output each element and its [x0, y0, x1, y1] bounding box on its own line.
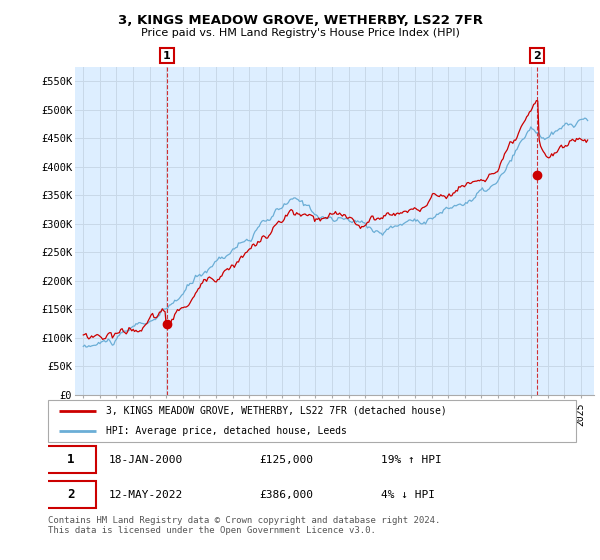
Text: 19% ↑ HPI: 19% ↑ HPI [380, 455, 442, 465]
Text: 3, KINGS MEADOW GROVE, WETHERBY, LS22 7FR (detached house): 3, KINGS MEADOW GROVE, WETHERBY, LS22 7F… [106, 406, 447, 416]
Text: 3, KINGS MEADOW GROVE, WETHERBY, LS22 7FR: 3, KINGS MEADOW GROVE, WETHERBY, LS22 7F… [118, 14, 482, 27]
Text: 12-MAY-2022: 12-MAY-2022 [109, 490, 183, 500]
Text: £386,000: £386,000 [259, 490, 313, 500]
Text: 1: 1 [67, 453, 74, 466]
Text: Contains HM Land Registry data © Crown copyright and database right 2024.
This d: Contains HM Land Registry data © Crown c… [48, 516, 440, 535]
Text: HPI: Average price, detached house, Leeds: HPI: Average price, detached house, Leed… [106, 426, 347, 436]
Text: 18-JAN-2000: 18-JAN-2000 [109, 455, 183, 465]
FancyBboxPatch shape [48, 400, 576, 442]
FancyBboxPatch shape [46, 482, 95, 508]
FancyBboxPatch shape [46, 446, 95, 473]
Text: 1: 1 [163, 50, 171, 60]
Text: 4% ↓ HPI: 4% ↓ HPI [380, 490, 434, 500]
Text: 2: 2 [67, 488, 74, 501]
Text: £125,000: £125,000 [259, 455, 313, 465]
Text: 2: 2 [533, 50, 541, 60]
Text: Price paid vs. HM Land Registry's House Price Index (HPI): Price paid vs. HM Land Registry's House … [140, 28, 460, 38]
